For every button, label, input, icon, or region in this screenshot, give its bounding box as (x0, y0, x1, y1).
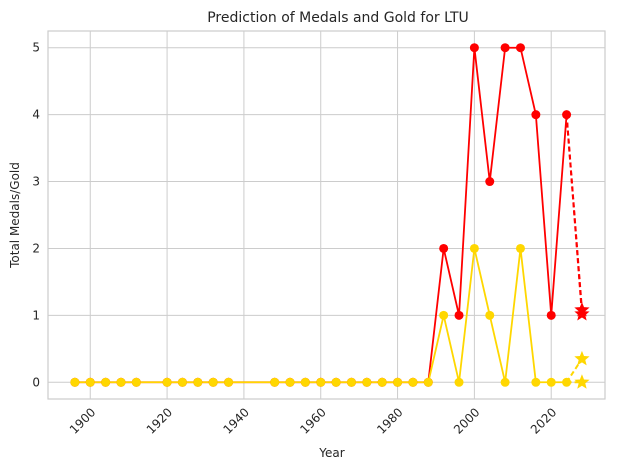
prediction-star (574, 374, 590, 389)
data-point (469, 43, 479, 53)
data-point (85, 377, 95, 387)
data-point (546, 310, 556, 320)
data-point (500, 43, 510, 53)
data-point (362, 377, 372, 387)
data-point (485, 177, 495, 187)
prediction-star (574, 350, 590, 366)
y-tick-label: 5 (32, 41, 40, 55)
data-point (346, 377, 356, 387)
data-point (531, 377, 541, 387)
prediction-line (565, 358, 583, 383)
data-point (439, 310, 449, 320)
data-point (408, 377, 418, 387)
data-point (562, 377, 572, 387)
data-point (439, 243, 449, 253)
series-layer (70, 43, 590, 389)
data-point (177, 377, 187, 387)
data-point (162, 377, 172, 387)
chart-title: Prediction of Medals and Gold for LTU (207, 10, 469, 26)
y-tick-label: 3 (32, 175, 40, 189)
data-point (316, 377, 326, 387)
series-line (74, 248, 567, 384)
data-point (208, 377, 218, 387)
y-tick-label: 1 (32, 308, 40, 322)
x-tick-label: 2000 (451, 405, 482, 436)
data-point (70, 377, 80, 387)
data-point (515, 43, 525, 53)
x-tick-label: 1960 (297, 405, 328, 436)
data-point (546, 377, 556, 387)
x-axis-label: Year (318, 446, 344, 460)
y-axis-label: Total Medals/Gold (8, 162, 22, 269)
x-tick-label: 1900 (67, 405, 98, 436)
data-point (531, 110, 541, 120)
data-point (300, 377, 310, 387)
y-tick-label: 4 (32, 108, 40, 122)
data-point (224, 377, 234, 387)
y-tick-label: 0 (32, 375, 40, 389)
x-tick-label: 1980 (374, 405, 405, 436)
data-point (331, 377, 341, 387)
grid (48, 31, 605, 399)
data-point (515, 243, 525, 253)
data-point (285, 377, 295, 387)
data-point (500, 377, 510, 387)
data-point (270, 377, 280, 387)
x-tick-label: 1920 (144, 405, 175, 436)
data-point (393, 377, 403, 387)
x-tick-label: 1940 (221, 405, 252, 436)
y-tick-label: 2 (32, 241, 40, 255)
data-point (454, 310, 464, 320)
data-point (423, 377, 433, 387)
data-point (193, 377, 203, 387)
x-tick-label: 2020 (528, 405, 559, 436)
prediction-star (574, 306, 590, 321)
data-point (377, 377, 387, 387)
prediction-line (565, 114, 583, 315)
data-point (131, 377, 141, 387)
data-point (562, 110, 572, 120)
plot-frame (47, 30, 606, 400)
data-point (469, 243, 479, 253)
data-point (101, 377, 111, 387)
data-point (116, 377, 126, 387)
data-point (454, 377, 464, 387)
data-point (485, 310, 495, 320)
